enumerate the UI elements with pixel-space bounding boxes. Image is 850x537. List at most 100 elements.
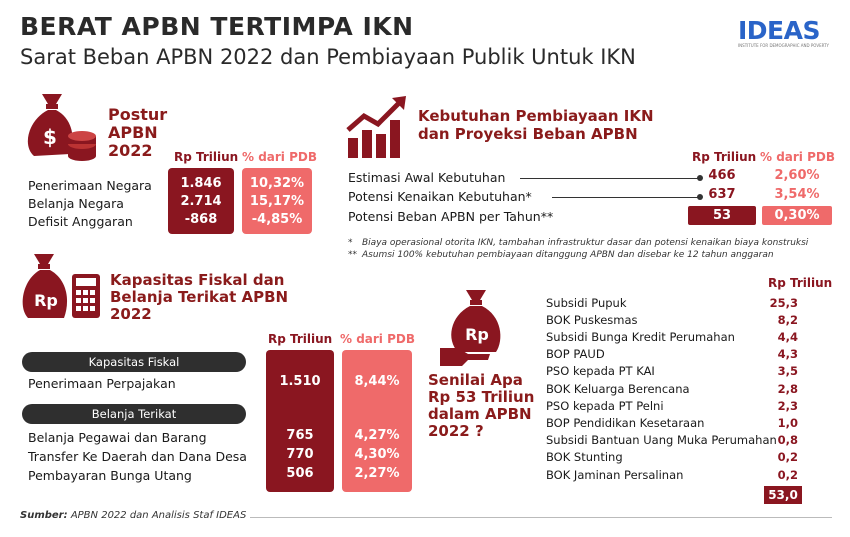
belanja-terikat-pill: Belanja Terikat <box>22 404 246 424</box>
list-item: BOP Pendidikan Kesetaraan 1,0 <box>546 416 798 433</box>
kapasitas-rp-value: 770 <box>286 447 314 462</box>
postur-pdb-value: -4,85% <box>251 212 303 227</box>
note-text: Asumsi 100% kebutuhan pembiayaan ditangg… <box>362 250 774 260</box>
list-item: BOP PAUD 4,3 <box>546 347 798 364</box>
item-value: 4,3 <box>777 347 798 361</box>
source-text: APBN 2022 dan Analisis Staf IDEAS <box>70 510 247 521</box>
logo-tagline: INSTITUTE FOR DEMOGRAPHIC AND POVERTY ST… <box>738 43 830 48</box>
senilai-col-rp: Rp Triliun <box>768 276 833 290</box>
footer-divider <box>250 517 832 518</box>
item-value: 8,2 <box>777 313 798 327</box>
postur-title-line1: Postur <box>108 105 168 124</box>
kapasitas-row-label: Belanja Pegawai dan Barang <box>28 430 207 445</box>
item-value: 3,5 <box>777 364 798 378</box>
senilai-line4: 2022 ? <box>428 422 484 440</box>
kebutuhan-pdb-value: 2,60% <box>774 168 820 183</box>
postur-row-label: Penerimaan Negara <box>28 178 152 193</box>
item-label: Subsidi Pupuk <box>546 296 627 310</box>
kebutuhan-col-pdb: % dari PDB <box>760 150 835 164</box>
item-label: BOK Puskesmas <box>546 313 638 327</box>
item-value: 4,4 <box>777 330 798 344</box>
postur-pdb-value: 15,17% <box>249 194 305 209</box>
item-label: Subsidi Bantuan Uang Muka Perumahan <box>546 433 777 447</box>
kapasitas-pdb-value: 8,44% <box>354 374 400 389</box>
leader-dot <box>697 175 703 181</box>
list-item: BOK Keluarga Berencana 2,8 <box>546 382 798 399</box>
postur-title-line2: APBN <box>108 123 158 142</box>
list-item: Subsidi Bantuan Uang Muka Perumahan 0,8 <box>546 433 798 450</box>
item-value: 2,8 <box>777 382 798 396</box>
kapasitas-row-label: Penerimaan Perpajakan <box>28 376 176 391</box>
postur-row-label: Defisit Anggaran <box>28 214 133 229</box>
item-label: Subsidi Bunga Kredit Perumahan <box>546 330 735 344</box>
item-label: PSO kepada PT KAI <box>546 364 655 378</box>
kapasitas-col-pdb: % dari PDB <box>340 332 415 346</box>
kebutuhan-note-2: ** Asumsi 100% kebutuhan pembiayaan ditan… <box>348 250 774 260</box>
leader-line <box>552 197 700 198</box>
kapasitas-title: Kapasitas Fiskal dan Belanja Terikat APB… <box>110 272 288 323</box>
item-value: 0,2 <box>777 468 798 482</box>
kapasitas-fiskal-pill: Kapasitas Fiskal <box>22 352 246 372</box>
item-value: 2,3 <box>777 399 798 413</box>
source-note: Sumber: APBN 2022 dan Analisis Staf IDEA… <box>20 510 246 521</box>
kapasitas-pdb-column <box>342 350 412 492</box>
kebutuhan-rp-value: 466 <box>708 168 736 183</box>
kapasitas-rp-value: 506 <box>286 466 314 481</box>
growth-chart-icon <box>344 92 412 160</box>
postur-pdb-value: 10,32% <box>249 176 305 191</box>
source-label: Sumber: <box>20 510 68 521</box>
ideas-logo: IDEAS INSTITUTE FOR DEMOGRAPHIC AND POVE… <box>738 16 830 48</box>
hand-money-bag-icon: Rp <box>438 286 520 368</box>
item-label: BOK Stunting <box>546 450 623 464</box>
rp-money-bag-calculator-icon: Rp <box>20 252 104 322</box>
leader-line <box>520 178 700 179</box>
svg-text:Rp: Rp <box>34 291 58 310</box>
postur-title-line3: 2022 <box>108 141 153 160</box>
list-item: PSO kepada PT Pelni 2,3 <box>546 399 798 416</box>
leader-dot <box>697 194 703 200</box>
senilai-title: Senilai Apa Rp 53 Triliun dalam APBN 202… <box>428 372 534 440</box>
kapasitas-title-line2: Belanja Terikat APBN <box>110 288 289 306</box>
kebutuhan-pdb-value: 3,54% <box>774 187 820 202</box>
senilai-line2: Rp 53 Triliun <box>428 388 535 406</box>
page-title: BERAT APBN TERTIMPA IKN <box>20 12 414 41</box>
item-value: 25,3 <box>769 296 798 310</box>
postur-col-rp: Rp Triliun <box>174 150 239 164</box>
svg-text:Rp: Rp <box>465 325 489 344</box>
kapasitas-pdb-value: 4,27% <box>354 428 400 443</box>
postur-row-label: Belanja Negara <box>28 196 124 211</box>
postur-rp-box <box>168 168 234 234</box>
list-item: BOK Puskesmas 8,2 <box>546 313 798 330</box>
kebutuhan-row-label: Potensi Beban APBN per Tahun** <box>348 209 554 224</box>
kapasitas-rp-value: 1.510 <box>279 374 321 389</box>
senilai-total: 53,0 <box>764 486 802 504</box>
kapasitas-title-line3: 2022 <box>110 305 152 323</box>
kebutuhan-title-line2: dan Proyeksi Beban APBN <box>418 125 638 143</box>
list-item: BOK Jaminan Persalinan 0,2 <box>546 468 798 485</box>
postur-col-pdb: % dari PDB <box>242 150 317 164</box>
kebutuhan-title: Kebutuhan Pembiayaan IKN dan Proyeksi Be… <box>418 107 654 143</box>
senilai-line3: dalam APBN <box>428 405 532 423</box>
svg-text:$: $ <box>43 125 57 149</box>
kebutuhan-title-line1: Kebutuhan Pembiayaan IKN <box>418 107 654 125</box>
note-text: Biaya operasional otorita IKN, tambahan … <box>362 238 809 248</box>
postur-title: Postur APBN 2022 <box>108 106 167 160</box>
kebutuhan-row-label: Estimasi Awal Kebutuhan <box>348 170 506 185</box>
kebutuhan-row-label: Potensi Kenaikan Kebutuhan* <box>348 189 532 204</box>
postur-rp-value: 2.714 <box>180 194 222 209</box>
kapasitas-pdb-value: 2,27% <box>354 466 400 481</box>
item-value: 0,2 <box>777 450 798 464</box>
item-value: 0,8 <box>777 433 798 447</box>
kapasitas-pdb-value: 4,30% <box>354 447 400 462</box>
item-label: BOK Jaminan Persalinan <box>546 468 684 482</box>
list-item: BOK Stunting 0,2 <box>546 450 798 467</box>
kapasitas-title-line1: Kapasitas Fiskal dan <box>110 271 285 289</box>
kapasitas-row-label: Pembayaran Bunga Utang <box>28 468 192 483</box>
postur-rp-value: -868 <box>184 212 218 227</box>
list-item: Subsidi Pupuk 25,3 <box>546 296 798 313</box>
postur-pdb-box <box>242 168 312 234</box>
note-mark: * <box>348 238 353 248</box>
senilai-line1: Senilai Apa <box>428 371 523 389</box>
page-subtitle: Sarat Beban APBN 2022 dan Pembiayaan Pub… <box>20 45 636 69</box>
list-item: PSO kepada PT KAI 3,5 <box>546 364 798 381</box>
